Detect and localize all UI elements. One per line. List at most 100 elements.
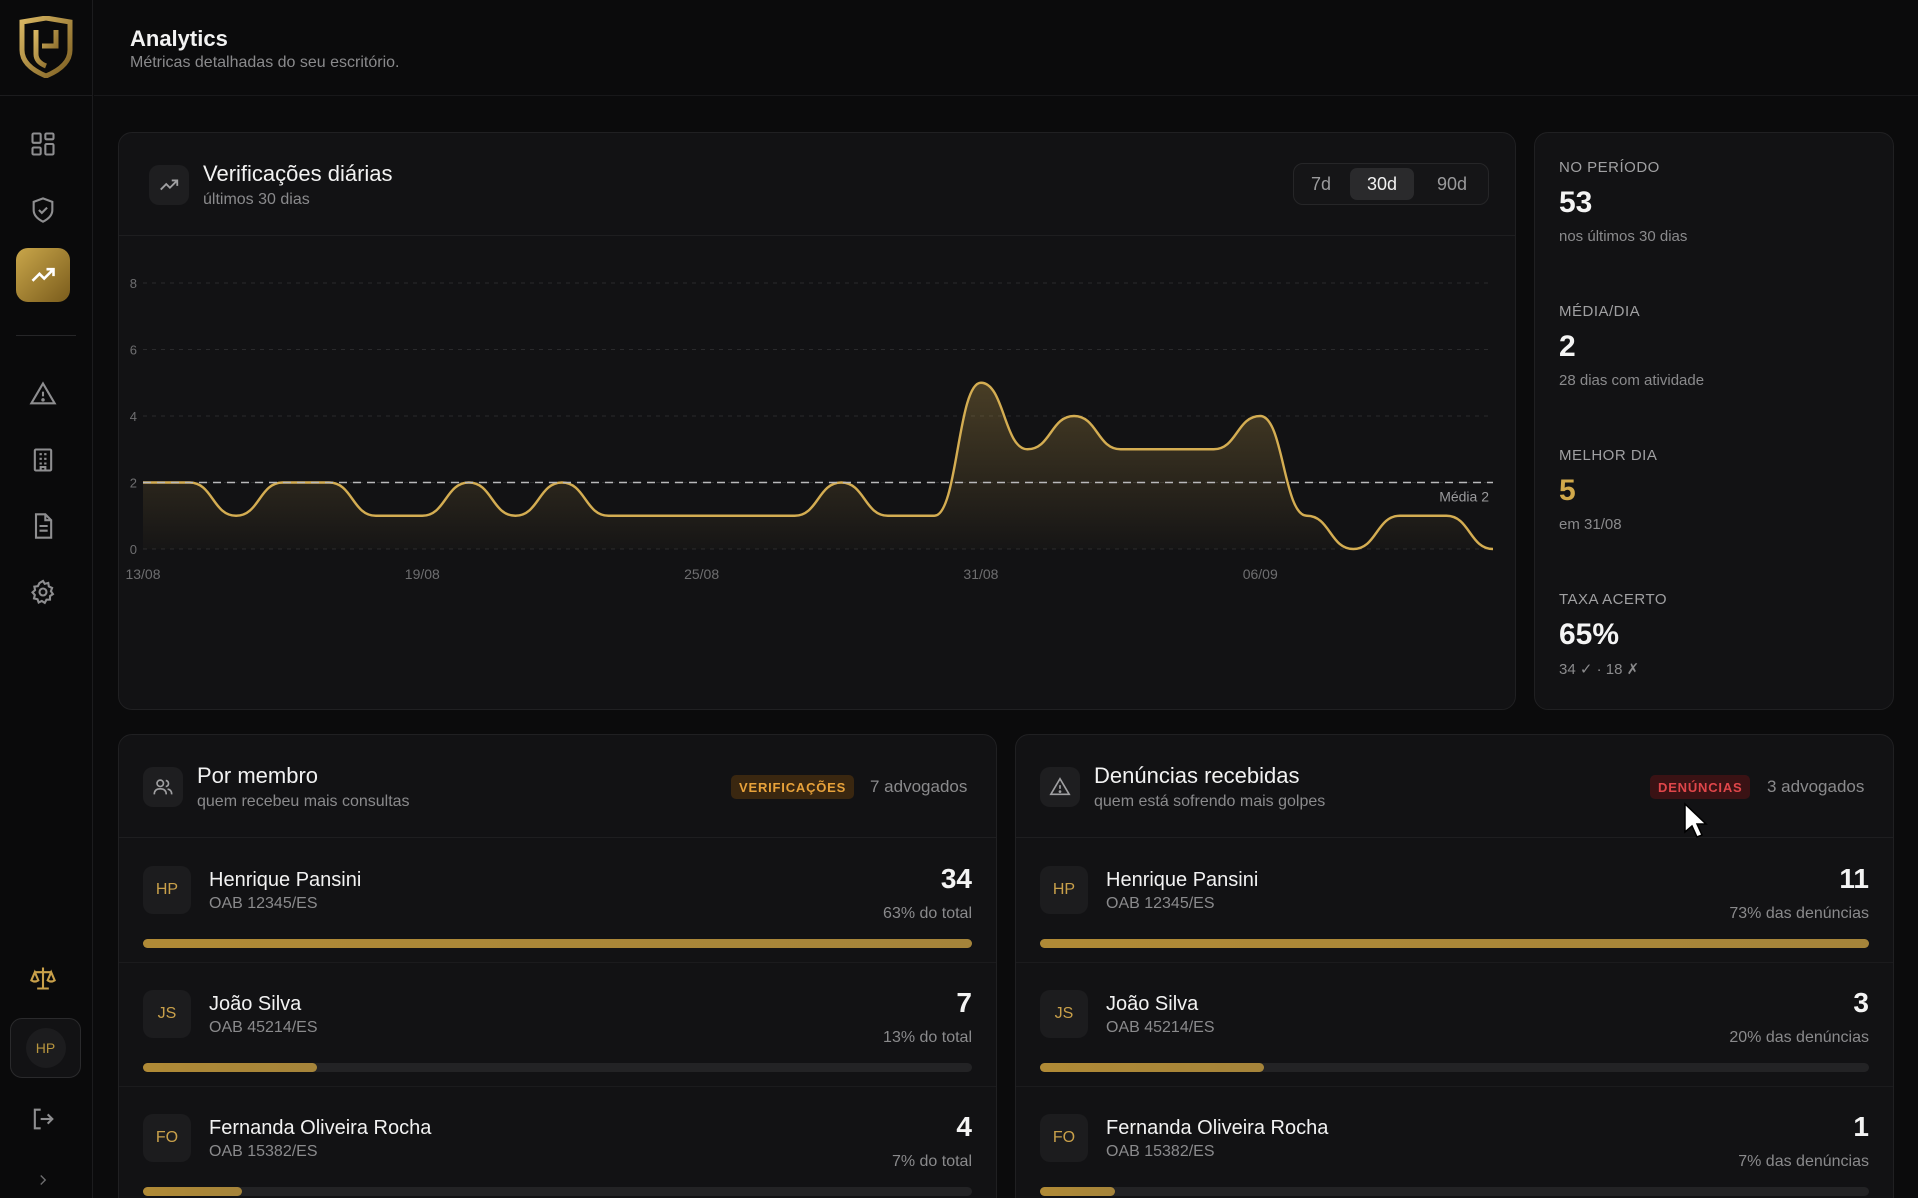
member-count: 34 <box>940 863 972 894</box>
sidebar-item-reports[interactable] <box>16 367 70 421</box>
member-initials: HP <box>143 866 191 914</box>
card-title: Denúncias recebidas <box>1094 763 1300 788</box>
member-row[interactable]: JS João Silva OAB 45214/ES 3 20% das denúnci… <box>1016 963 1893 1087</box>
member-row[interactable]: JS João Silva OAB 45214/ES 7 13% do total <box>119 963 996 1087</box>
range-selector: 7d 30d 90d <box>1293 163 1489 205</box>
member-name: Henrique Pansini <box>209 869 362 891</box>
range-30d-button[interactable]: 30d <box>1350 168 1414 200</box>
share-bar-fill <box>143 1187 243 1196</box>
share-bar-track <box>1040 1187 1869 1196</box>
stat-period: NO PERÍODO 53 nos últimos 30 dias <box>1559 159 1687 245</box>
reports-badge: DENÚNCIAS <box>1650 775 1751 799</box>
sidebar-divider <box>0 95 93 96</box>
member-oab: OAB 12345/ES <box>209 895 318 912</box>
member-name: João Silva <box>1106 993 1199 1015</box>
stat-note: 28 dias com atividade <box>1559 372 1705 389</box>
data-point <box>653 514 657 518</box>
shield-check-icon <box>32 197 54 223</box>
data-point <box>1072 414 1076 418</box>
alert-triangle-icon <box>29 381 57 405</box>
sidebar-item-settings[interactable] <box>16 565 70 619</box>
data-point <box>700 514 704 518</box>
member-initials: JS <box>143 990 191 1038</box>
member-count: 3 <box>1853 987 1869 1018</box>
member-name: Henrique Pansini <box>1106 869 1259 891</box>
stat-label: TAXA ACERTO <box>1559 591 1668 608</box>
users-icon <box>153 779 173 795</box>
lawyer-count: 3 advogados <box>1767 777 1865 796</box>
member-count: 1 <box>1853 1111 1869 1142</box>
lawyer-count: 7 advogados <box>870 777 968 796</box>
data-point <box>746 514 750 518</box>
y-tick-label: 2 <box>130 476 137 491</box>
data-point <box>932 514 936 518</box>
y-tick-label: 4 <box>130 409 137 424</box>
y-tick-label: 8 <box>130 276 137 291</box>
member-name: Fernanda Oliveira Rocha <box>209 1117 432 1139</box>
file-text-icon <box>34 513 53 539</box>
member-percent: 20% das denúncias <box>1729 1029 1869 1046</box>
page-subtitle: Métricas detalhadas do seu escritório. <box>130 54 400 71</box>
mouse-cursor-icon <box>1684 802 1708 838</box>
verifications-area-chart: 0 2 4 6 8 13/08 19/08 25/08 31/08 06/09 Média 2 <box>125 276 1495 582</box>
data-point <box>374 514 378 518</box>
range-7d-button[interactable]: 7d <box>1310 173 1332 194</box>
card-subtitle: quem está sofrendo mais golpes <box>1094 793 1326 810</box>
member-row[interactable]: HP Henrique Pansini OAB 12345/ES 11 73% das … <box>1016 839 1893 963</box>
chevron-right-icon <box>40 1175 47 1185</box>
x-tick-label: 13/08 <box>125 566 160 582</box>
sidebar-item-documents[interactable] <box>16 499 70 553</box>
sidebar-item-verifications[interactable] <box>16 183 70 237</box>
sidebar-item-analytics[interactable] <box>16 248 70 302</box>
card-subtitle: últimos 30 dias <box>203 191 310 208</box>
y-tick-label: 0 <box>130 542 137 557</box>
sidebar-item-legal[interactable] <box>16 951 70 1005</box>
x-tick-label: 06/09 <box>1243 566 1278 582</box>
member-count: 11 <box>1839 863 1869 894</box>
share-bar-fill <box>1040 1063 1264 1072</box>
data-point <box>1491 547 1495 551</box>
member-oab: OAB 45214/ES <box>209 1019 318 1036</box>
range-90d-button[interactable]: 90d <box>1436 173 1468 194</box>
card-title: Por membro <box>197 763 319 788</box>
data-point <box>1351 547 1355 551</box>
data-point <box>1305 514 1309 518</box>
logout-button[interactable] <box>16 1092 70 1146</box>
member-initials: HP <box>1040 866 1088 914</box>
share-bar-fill <box>1040 1187 1115 1196</box>
page-header: Analytics Métricas detalhadas do seu esc… <box>94 0 1918 96</box>
data-point <box>1165 447 1169 451</box>
stat-value: 65% <box>1559 618 1620 651</box>
share-bar-track <box>1040 939 1869 948</box>
user-profile-button[interactable]: HP <box>10 1018 81 1078</box>
sidebar: HP <box>0 0 93 1198</box>
member-percent: 73% das denúncias <box>1729 905 1869 922</box>
member-oab: OAB 45214/ES <box>1106 1019 1215 1036</box>
member-count: 7 <box>956 987 972 1018</box>
member-percent: 13% do total <box>883 1029 972 1046</box>
shield-logo-icon[interactable] <box>18 16 74 78</box>
member-percent: 7% do total <box>891 1153 972 1170</box>
sidebar-expand-button[interactable] <box>16 1155 70 1198</box>
share-bar-track <box>143 939 972 948</box>
x-tick-label: 25/08 <box>684 566 719 582</box>
stat-accuracy: TAXA ACERTO 65% 34 ✓ · 18 ✗ <box>1559 591 1667 678</box>
verifications-badge: VERIFICAÇÕES <box>731 775 855 799</box>
alert-triangle-icon <box>1049 777 1071 796</box>
member-initials: JS <box>1040 990 1088 1038</box>
sidebar-item-office[interactable] <box>16 433 70 487</box>
data-point <box>979 381 983 385</box>
member-row[interactable]: HP Henrique Pansini OAB 12345/ES 34 63% do t… <box>119 839 996 963</box>
x-tick-label: 19/08 <box>405 566 440 582</box>
data-point <box>1119 447 1123 451</box>
daily-verifications-card: Verificações diárias últimos 30 dias 7d … <box>118 132 1516 710</box>
building-icon <box>33 448 53 472</box>
sidebar-item-dashboard[interactable] <box>16 117 70 171</box>
member-count: 4 <box>956 1111 972 1142</box>
card-title: Verificações diárias <box>203 161 393 186</box>
member-name: João Silva <box>209 993 302 1015</box>
member-row[interactable]: FO Fernanda Oliveira Rocha OAB 15382/ES 1 7%… <box>1016 1087 1893 1198</box>
stat-value: 2 <box>1559 330 1576 363</box>
card-header: Verificações diárias últimos 30 dias 7d … <box>119 133 1515 236</box>
member-row[interactable]: FO Fernanda Oliveira Rocha OAB 15382/ES 4 7%… <box>119 1087 996 1198</box>
